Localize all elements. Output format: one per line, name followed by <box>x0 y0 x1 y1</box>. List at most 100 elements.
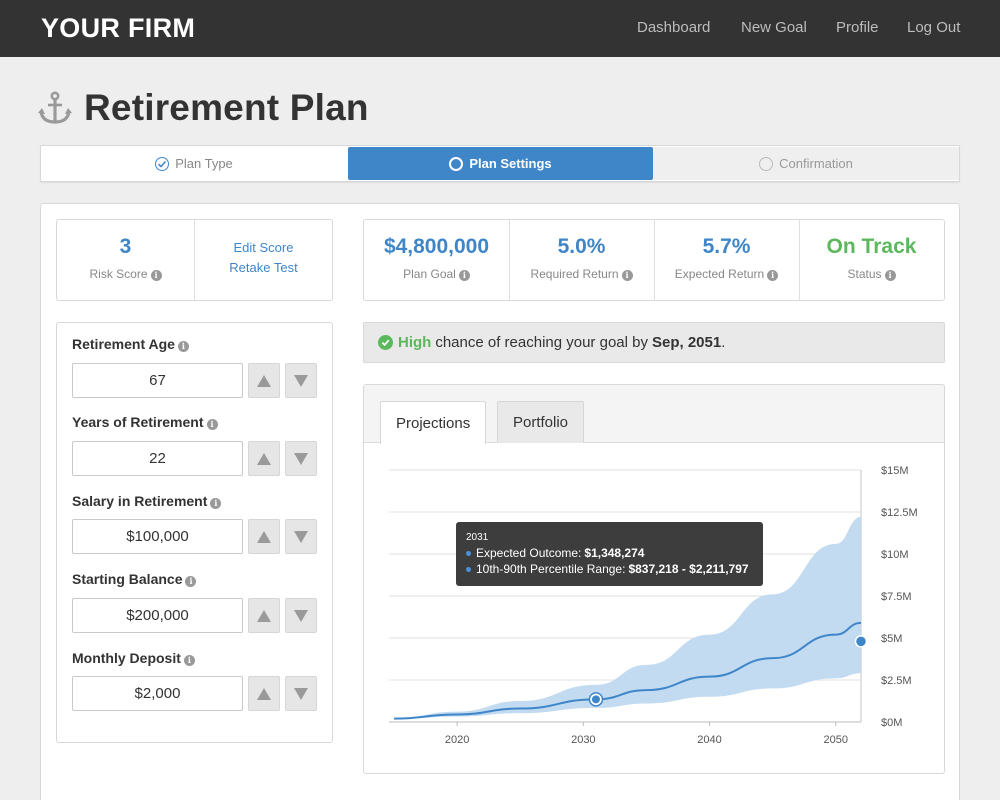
retake-test-link[interactable]: Retake Test <box>229 260 298 275</box>
info-icon[interactable]: i <box>884 270 896 281</box>
x-tick-label: 2050 <box>824 734 848 746</box>
risk-score-value: 3 <box>119 235 132 258</box>
y-tick-label: $15M <box>881 465 909 477</box>
info-icon[interactable]: i <box>183 655 195 666</box>
caret-up-icon <box>257 374 271 387</box>
circle-icon <box>759 156 774 171</box>
nav-link-dashboard[interactable]: Dashboard <box>637 19 711 36</box>
field-label-starting-balance: Starting Balance i <box>72 571 197 587</box>
caret-down-icon <box>294 452 308 465</box>
tooltip-expected-value: $1,348,274 <box>584 546 645 560</box>
tab-portfolio[interactable]: Portfolio <box>497 401 585 443</box>
circle-icon <box>449 156 464 171</box>
nav-link-log-out[interactable]: Log Out <box>907 19 961 36</box>
nav-link-new-goal[interactable]: New Goal <box>741 19 807 36</box>
tab-projections[interactable]: Projections <box>380 401 487 444</box>
field-label-years-of-retirement: Years of Retirement i <box>72 414 218 430</box>
salary-in-retirement-decrement[interactable] <box>285 519 317 554</box>
caret-up-icon <box>257 452 271 465</box>
check-circle-icon <box>378 335 393 350</box>
x-tick-label: 2020 <box>445 734 469 746</box>
caret-down-icon <box>294 687 308 700</box>
stat-plan-goal: $4,800,000 Plan Goal i <box>364 220 509 300</box>
y-tick-label: $2.5M <box>881 675 912 687</box>
goal-probability-alert: High chance of reaching your goal by Sep… <box>363 322 945 363</box>
field-label-monthly-deposit: Monthly Deposit i <box>72 650 195 666</box>
info-icon[interactable]: i <box>150 270 162 281</box>
years-of-retirement-increment[interactable] <box>248 441 280 476</box>
tooltip-expected-row: Expected Outcome: $1,348,274 <box>466 546 753 560</box>
series-dot <box>466 550 471 556</box>
years-of-retirement-input[interactable] <box>72 441 243 476</box>
edit-score-link[interactable]: Edit Score <box>233 240 294 255</box>
info-icon[interactable]: i <box>621 270 633 281</box>
years-of-retirement-decrement[interactable] <box>285 441 317 476</box>
top-navbar: YOUR FIRM Dashboard New Goal Profile Log… <box>0 0 1000 57</box>
step-label: Plan Type <box>175 156 233 171</box>
wizard-steps: Plan Type Plan Settings Confirmation <box>40 145 960 182</box>
stat-label: Plan Goal i <box>364 267 509 281</box>
brand-logo[interactable]: YOUR FIRM <box>41 13 196 43</box>
tooltip-expected-label: Expected Outcome: <box>476 546 582 560</box>
step-plan-settings[interactable]: Plan Settings <box>348 147 653 180</box>
y-tick-label: $5M <box>881 633 902 645</box>
info-icon[interactable]: i <box>185 576 197 587</box>
page-header: Retirement Plan <box>38 86 369 130</box>
starting-balance-decrement[interactable] <box>285 598 317 633</box>
stat-value: 5.0% <box>557 235 606 258</box>
goal-marker <box>854 635 868 648</box>
stat-status: On Track Status i <box>799 220 944 300</box>
step-label: Plan Settings <box>469 156 552 171</box>
series-dot <box>466 566 471 572</box>
retirement-age-decrement[interactable] <box>285 363 317 398</box>
salary-in-retirement-increment[interactable] <box>248 519 280 554</box>
info-icon[interactable]: i <box>206 419 218 430</box>
y-tick-label: $10M <box>881 549 909 561</box>
tooltip-range-label: 10th-90th Percentile Range: <box>476 562 626 576</box>
info-icon[interactable]: i <box>458 270 470 281</box>
info-icon[interactable]: i <box>767 270 779 281</box>
y-tick-label: $12.5M <box>881 507 918 519</box>
chart-tabs: Projections Portfolio <box>364 385 944 444</box>
monthly-deposit-increment[interactable] <box>248 676 280 711</box>
info-icon[interactable]: i <box>210 498 222 509</box>
caret-down-icon <box>294 374 308 387</box>
projections-panel: Projections Portfolio $0M $2.5M $5M $7.5M $1… <box>363 384 945 774</box>
monthly-deposit-input[interactable] <box>72 676 243 711</box>
divider <box>509 220 510 300</box>
retirement-age-increment[interactable] <box>248 363 280 398</box>
starting-balance-increment[interactable] <box>248 598 280 633</box>
step-confirmation[interactable]: Confirmation <box>653 147 959 180</box>
page-title: Retirement Plan <box>84 87 369 128</box>
risk-score-label: Risk Score i <box>57 267 194 281</box>
divider <box>799 220 800 300</box>
projection-chart[interactable]: $0M $2.5M $5M $7.5M $10M $12.5M $15M 2020 2030 20… <box>364 443 944 773</box>
stat-required-return: 5.0% Required Return i <box>509 220 654 300</box>
highlight-marker-dot <box>591 695 600 704</box>
nav-link-profile[interactable]: Profile <box>836 19 879 36</box>
goal-date: Sep, 2051 <box>651 334 722 351</box>
retirement-age-input[interactable] <box>72 363 243 398</box>
stat-value: 5.7% <box>702 235 751 258</box>
field-label-retirement-age: Retirement Age i <box>72 336 189 352</box>
tooltip-range-row: 10th-90th Percentile Range: $837,218 - $… <box>466 562 753 576</box>
percentile-band <box>394 517 861 719</box>
salary-in-retirement-input[interactable] <box>72 519 243 554</box>
risk-score-card: 3 Risk Score i Edit Score Retake Test <box>56 219 333 301</box>
stat-label: Expected Return i <box>654 267 799 281</box>
monthly-deposit-decrement[interactable] <box>285 676 317 711</box>
plan-stats-card: $4,800,000 Plan Goal i 5.0% Required Retu… <box>363 219 945 301</box>
tooltip-range-value: $837,218 - $2,211,797 <box>628 562 749 576</box>
stat-expected-return: 5.7% Expected Return i <box>654 220 799 300</box>
stat-value: $4,800,000 <box>383 235 490 258</box>
expected-line <box>393 621 862 720</box>
x-tick-label: 2040 <box>697 734 721 746</box>
tooltip-year: 2031 <box>466 532 489 543</box>
risk-score-cell: 3 Risk Score i <box>57 220 194 300</box>
starting-balance-input[interactable] <box>72 598 243 633</box>
y-tick-label: $7.5M <box>881 591 912 603</box>
check-circle-icon <box>155 156 170 171</box>
info-icon[interactable]: i <box>177 341 189 352</box>
step-plan-type[interactable]: Plan Type <box>41 147 347 180</box>
